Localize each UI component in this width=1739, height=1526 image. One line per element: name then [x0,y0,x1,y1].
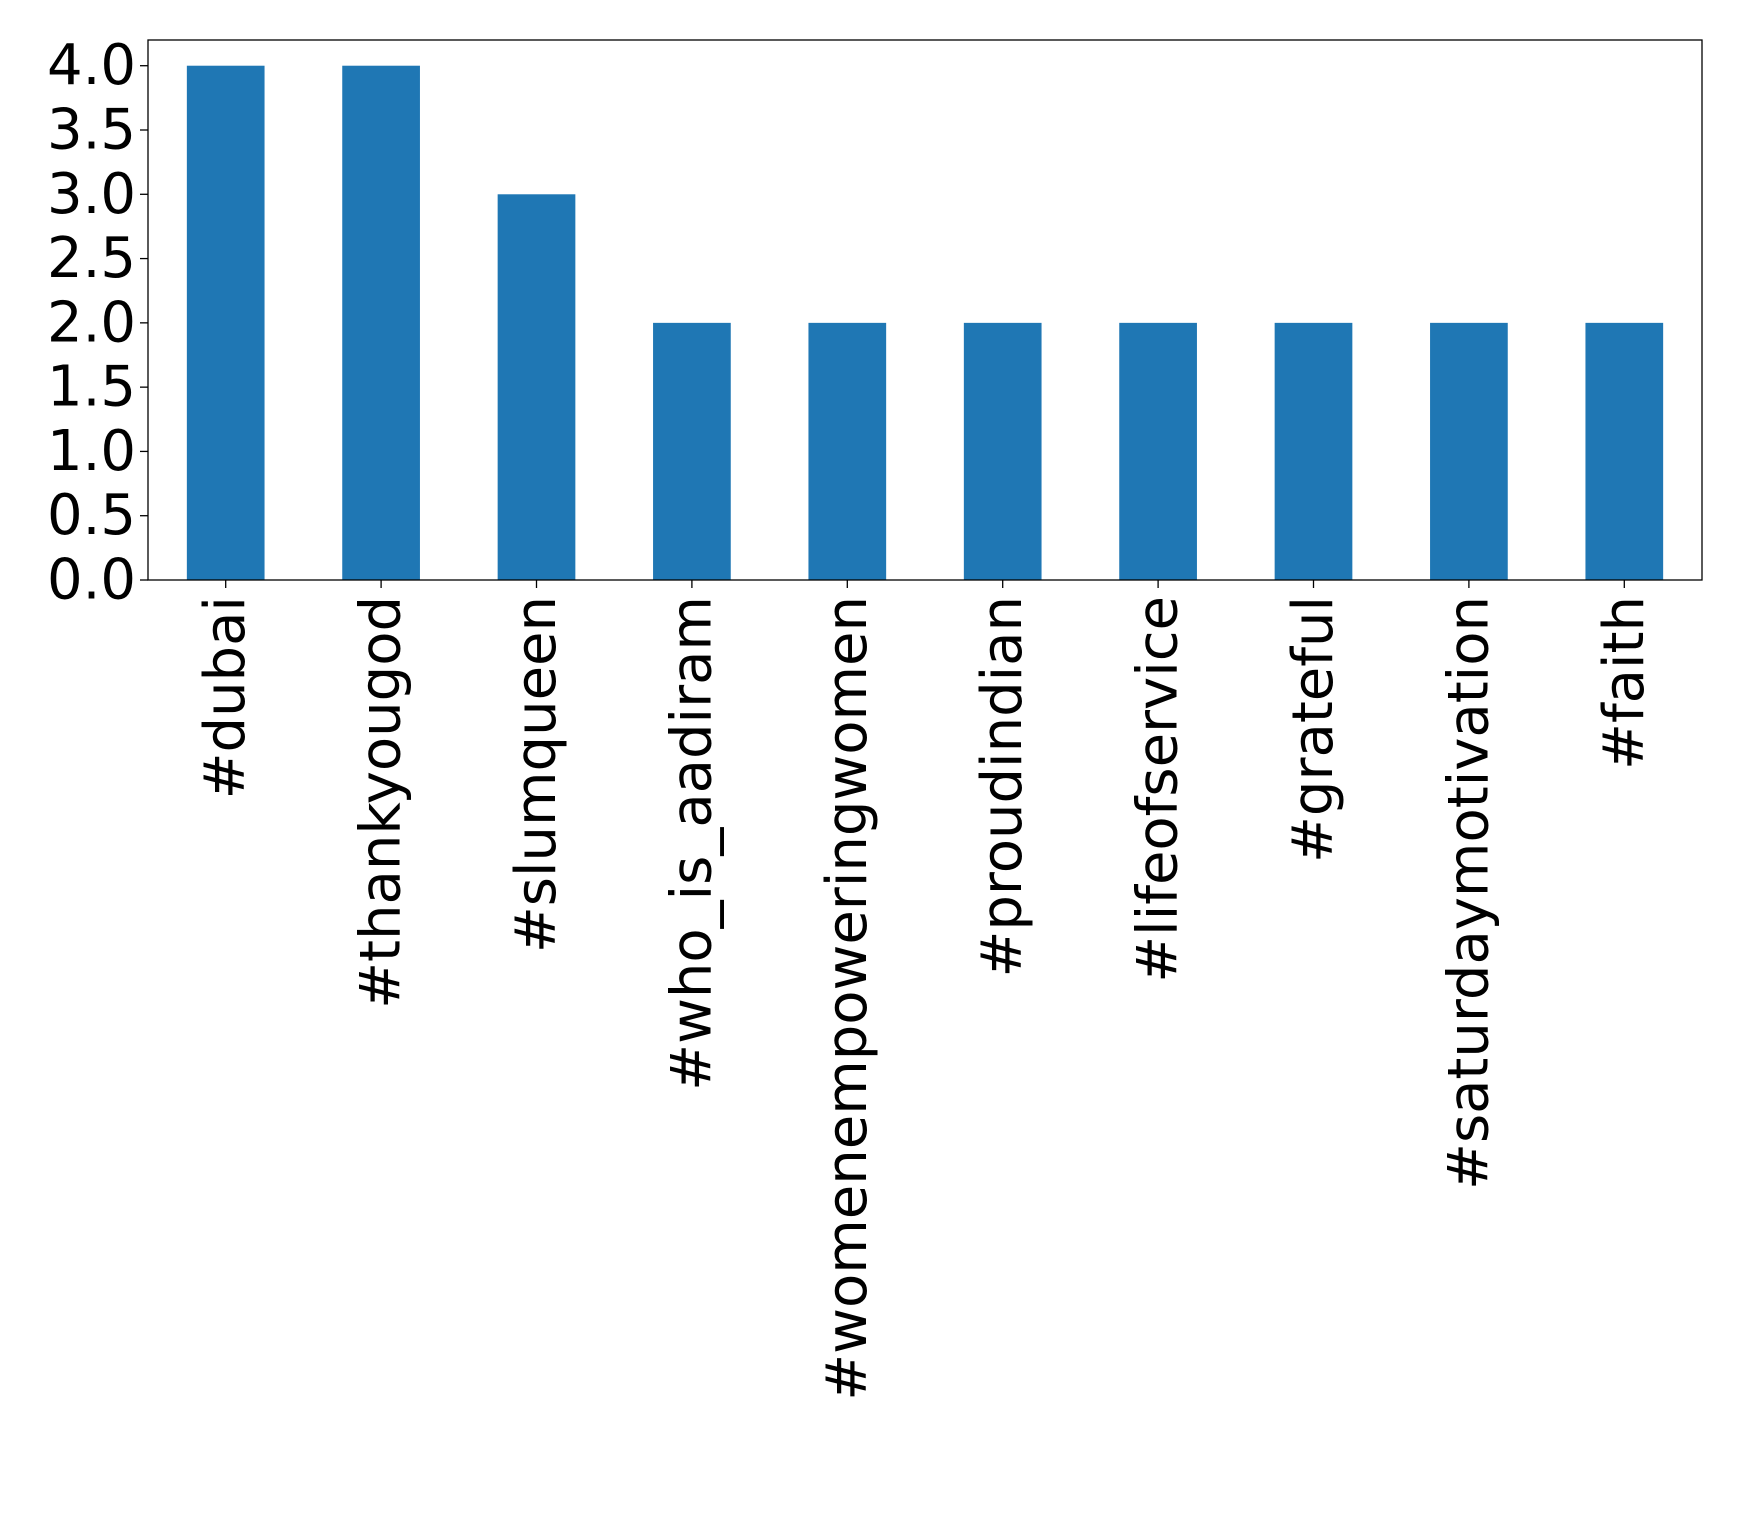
x-tick-label: #lifeofservice [1126,596,1191,983]
y-tick-label: 0.5 [47,483,136,548]
x-tick-label: #faith [1592,596,1657,770]
bar [653,322,731,580]
y-tick-label: 3.0 [47,162,136,227]
y-tick-label: 3.5 [47,98,136,163]
x-axis: #dubai #thankyougod #slumqueen #who_is_aadi… [193,580,1657,1401]
bar [963,322,1042,580]
x-tick-label: #dubai [193,596,258,799]
x-tick-label: #who_is_aadiram [659,596,724,1091]
x-tick-label: #proudindian [970,596,1035,978]
y-axis: 0.00.51.01.52.02.53.03.54.0 [47,33,148,613]
y-tick-label: 2.0 [47,290,136,355]
bar [497,194,576,581]
bar [1585,322,1664,580]
plot-frame [147,39,1703,581]
x-tick-label: #slumqueen [504,596,569,953]
y-tick-label: 2.5 [47,226,136,291]
y-tick-label: 1.0 [47,419,136,484]
y-tick-label: 1.5 [47,355,136,420]
x-tick-label: #womenempoweringwomen [815,596,880,1401]
bar [1430,322,1508,580]
bars-group [186,65,1664,581]
bar [1274,322,1353,580]
y-tick-label: 0.0 [47,548,136,613]
y-tick-label: 4.0 [47,33,136,98]
bar [342,65,420,580]
bar [186,65,265,580]
bar [1119,322,1197,580]
x-tick-label: #thankyougod [349,596,414,1009]
bar [808,322,887,580]
x-tick-label: #grateful [1281,596,1346,863]
x-tick-label: #saturdaymotivation [1436,596,1501,1190]
